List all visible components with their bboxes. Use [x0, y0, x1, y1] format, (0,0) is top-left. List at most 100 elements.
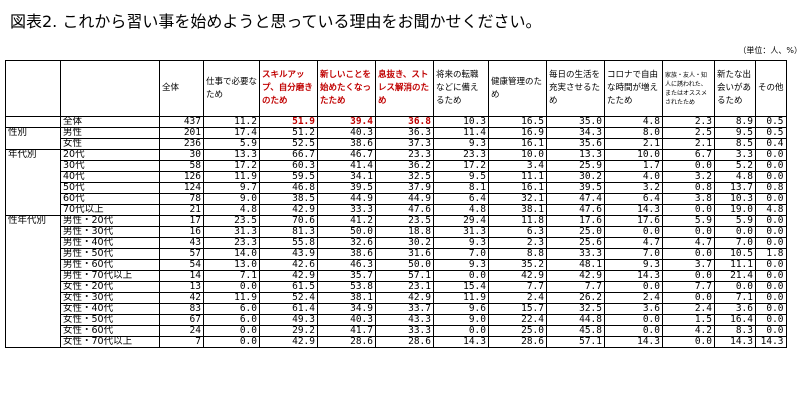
table-cell: 41.4 [317, 160, 376, 172]
table-cell: 51.9 [259, 116, 318, 128]
table-cell: 0.8 [662, 182, 715, 194]
table-cell: 31.3 [203, 226, 260, 238]
table-cell: 47.6 [546, 204, 605, 216]
table-cell: 0.0 [755, 270, 787, 282]
table-cell: 28.6 [488, 336, 547, 348]
table-cell: 33.7 [375, 303, 434, 315]
table-cell: 14.3 [604, 270, 663, 282]
table-cell: 23.1 [375, 281, 434, 293]
column-header: その他 [755, 60, 787, 117]
table-cell: 41.2 [317, 215, 376, 227]
table-cell: 43 [159, 237, 204, 249]
table-cell: 7.0 [604, 248, 663, 260]
table-cell: 16.4 [714, 314, 756, 326]
table-cell: 39.5 [546, 182, 605, 194]
table-cell: 57.1 [546, 336, 605, 348]
table-cell: 0.0 [755, 193, 787, 205]
table-cell: 6.3 [488, 226, 547, 238]
table-cell: 0.0 [662, 336, 715, 348]
unit-note: （単位：人、%） [738, 46, 802, 55]
table-cell: 28.6 [317, 336, 376, 348]
label-header [60, 60, 160, 117]
row-group-label [5, 237, 61, 249]
table-cell: 42.9 [259, 204, 318, 216]
table-cell: 17.4 [203, 127, 260, 139]
table-cell: 34.3 [546, 127, 605, 139]
table-cell: 9.0 [203, 193, 260, 205]
table-cell: 14.3 [433, 336, 489, 348]
row-group-label [5, 116, 61, 128]
table-cell: 34.9 [317, 303, 376, 315]
table-cell: 9.5 [433, 171, 489, 183]
table-cell: 5.9 [714, 215, 756, 227]
table-cell: 16 [159, 226, 204, 238]
table-cell: 10.0 [488, 149, 547, 161]
table-cell: 17.2 [203, 160, 260, 172]
table-cell: 10.0 [604, 149, 663, 161]
table-cell: 21.4 [714, 270, 756, 282]
row-group-label [5, 292, 61, 304]
table-cell: 38.1 [488, 204, 547, 216]
table-cell: 2.4 [662, 303, 715, 315]
row-group-label: 年代別 [5, 149, 61, 161]
table-cell: 23.3 [433, 149, 489, 161]
row-label: 男性・50代 [60, 248, 160, 260]
table-cell: 3.3 [714, 149, 756, 161]
table-cell: 2.1 [662, 138, 715, 150]
table-cell: 2.3 [662, 116, 715, 128]
table-cell: 25.6 [546, 237, 605, 249]
table-cell: 7.7 [662, 281, 715, 293]
row-label: 男性 [60, 127, 160, 139]
row-group-label [5, 281, 61, 293]
table-cell: 13 [159, 281, 204, 293]
table-cell: 17 [159, 215, 204, 227]
table-cell: 38.1 [317, 292, 376, 304]
column-header: 全体 [159, 60, 204, 117]
table-cell: 42.6 [259, 259, 318, 271]
table-row: 女性・70代以上 7 0.0 42.9 28.6 28.6 14.3 28.6 57.1 14.3… [5, 336, 787, 348]
table-cell: 38.6 [317, 138, 376, 150]
table-row: 性別 男性 201 17.4 51.2 40.3 36.3 11.4 16.9 34.3 8.0 2.… [5, 127, 787, 139]
row-label: 男性・40代 [60, 237, 160, 249]
table-cell: 236 [159, 138, 204, 150]
table-cell: 33.3 [546, 248, 605, 260]
survey-table: 全体 仕事で必要なため スキルアップ、自分磨きのため 新しいことを始めたくなったため息… [5, 60, 787, 348]
row-group-label [5, 314, 61, 326]
group-header [5, 60, 61, 117]
table-cell: 15.4 [433, 281, 489, 293]
row-group-label [5, 226, 61, 238]
table-cell: 33.3 [317, 204, 376, 216]
table-cell: 0.0 [604, 325, 663, 337]
row-label: 女性・70代以上 [60, 336, 160, 348]
table-cell: 31.3 [433, 226, 489, 238]
table-cell: 42 [159, 292, 204, 304]
table-cell: 10.3 [433, 116, 489, 128]
table-cell: 7.0 [433, 248, 489, 260]
table-cell: 9.3 [604, 259, 663, 271]
table-cell: 39.4 [317, 116, 376, 128]
row-label: 女性 [60, 138, 160, 150]
table-cell: 7 [159, 336, 204, 348]
table-cell: 4.8 [604, 116, 663, 128]
table-cell: 34.1 [317, 171, 376, 183]
table-cell: 3.6 [714, 303, 756, 315]
table-cell: 13.3 [203, 149, 260, 161]
table-cell: 51.2 [259, 127, 318, 139]
table-row: 男性・60代 54 13.0 42.6 46.3 50.0 9.3 35.2 48.1 9.3 3.… [5, 259, 787, 271]
table-cell: 36.3 [375, 127, 434, 139]
table-cell: 41.7 [317, 325, 376, 337]
table-cell: 16.9 [488, 127, 547, 139]
table-row: 女性・40代 83 6.0 61.4 34.9 33.7 9.6 15.7 32.5 3.6 2.4… [5, 303, 787, 315]
row-label: 50代 [60, 182, 160, 194]
row-group-label [5, 182, 61, 194]
row-label: 女性・50代 [60, 314, 160, 326]
table-cell: 0.0 [203, 325, 260, 337]
table-cell: 0.0 [755, 215, 787, 227]
table-cell: 54 [159, 259, 204, 271]
table-cell: 4.8 [755, 204, 787, 216]
table-cell: 32.5 [546, 303, 605, 315]
table-cell: 0.0 [604, 314, 663, 326]
table-cell: 37.3 [375, 138, 434, 150]
table-cell: 11.2 [203, 116, 260, 128]
table-cell: 4.7 [662, 237, 715, 249]
